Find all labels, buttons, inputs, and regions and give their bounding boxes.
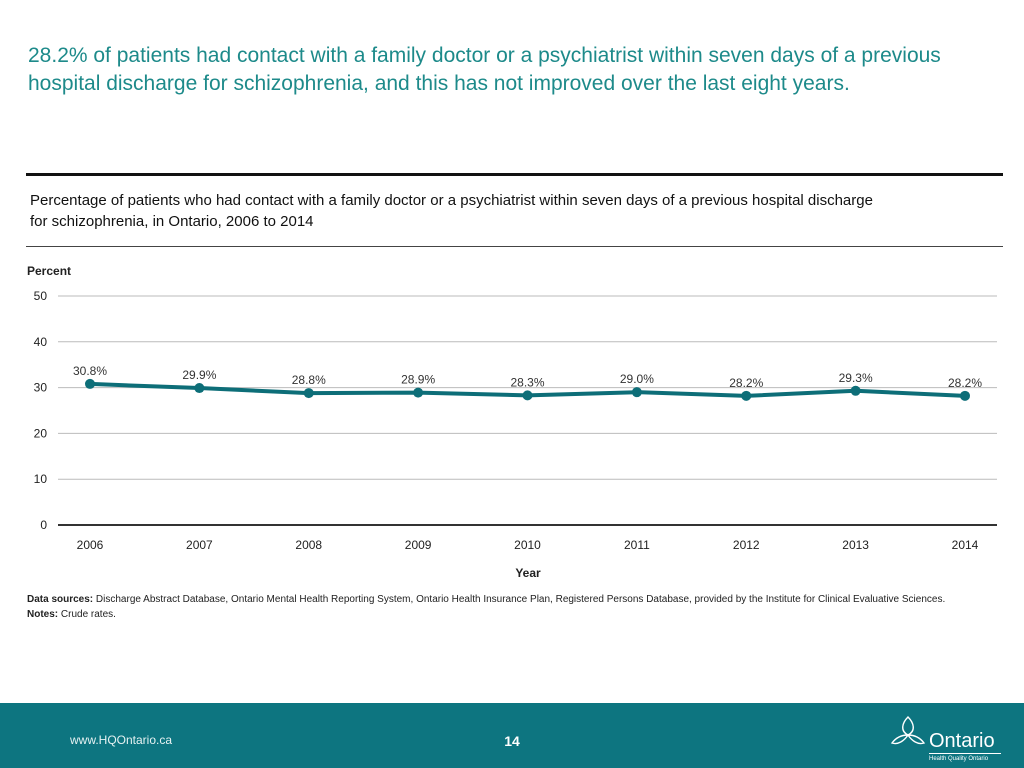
x-tick-label: 2008 <box>295 538 322 552</box>
y-tick-label: 0 <box>40 518 47 532</box>
data-label: 30.8% <box>73 364 107 378</box>
data-label: 28.2% <box>948 376 982 390</box>
x-tick-label: 2007 <box>186 538 213 552</box>
x-tick-label: 2009 <box>405 538 432 552</box>
data-point <box>303 388 314 399</box>
notes-label: Notes: <box>27 609 59 620</box>
data-point <box>631 387 642 398</box>
data-label: 28.2% <box>729 376 763 390</box>
y-tick-label: 30 <box>34 381 48 395</box>
data-sources-line: Data sources: Discharge Abstract Databas… <box>27 592 997 607</box>
x-tick-label: 2013 <box>842 538 869 552</box>
y-tick-label: 10 <box>34 472 48 486</box>
data-label: 28.9% <box>401 373 435 387</box>
data-label: 28.3% <box>510 375 544 389</box>
footer-bar: www.HQOntario.ca 14 Ontario Health Quali… <box>0 703 1024 768</box>
logo-wordmark: Ontario <box>929 730 995 752</box>
data-label: 29.0% <box>620 372 654 386</box>
data-point <box>850 385 861 396</box>
x-tick-label: 2006 <box>77 538 104 552</box>
data-point <box>194 383 205 394</box>
notes-text: Crude rates. <box>58 609 116 620</box>
website-link[interactable]: www.HQOntario.ca <box>70 733 173 747</box>
y-axis-title: Percent <box>27 264 71 278</box>
data-point <box>85 378 95 389</box>
notes-line: Notes: Crude rates. <box>27 607 997 622</box>
line-chart: Percent 0 10 20 30 40 50 2006 2007 2008 2009 2010 20… <box>27 264 997 580</box>
page-number: 14 <box>504 733 520 749</box>
data-sources-text: Discharge Abstract Database, Ontario Men… <box>93 594 946 605</box>
headline: 28.2% of patients had contact with a fam… <box>28 44 941 95</box>
data-point <box>960 390 970 401</box>
divider-thin <box>26 246 1003 247</box>
divider-thick <box>26 173 1003 176</box>
data-point <box>413 387 424 398</box>
data-point <box>522 390 533 401</box>
y-tick-label: 20 <box>34 426 48 440</box>
x-tick-label: 2012 <box>733 538 760 552</box>
x-tick-label: 2011 <box>624 538 650 552</box>
data-point <box>741 390 752 401</box>
x-tick-label: 2010 <box>514 538 541 552</box>
data-sources-label: Data sources: <box>27 594 94 605</box>
logo-rule <box>929 753 1001 754</box>
x-tick-label: 2014 <box>952 538 979 552</box>
trillium-icon <box>890 716 926 745</box>
ontario-logo: Ontario Health Quality Ontario <box>888 711 1006 765</box>
y-tick-label: 50 <box>34 289 48 303</box>
data-label: 29.3% <box>839 371 873 385</box>
data-label: 29.9% <box>182 368 216 382</box>
chart-notes: Data sources: Discharge Abstract Databas… <box>27 592 997 622</box>
y-tick-label: 40 <box>34 335 48 349</box>
chart-title: Percentage of patients who had contact w… <box>30 192 873 230</box>
x-axis-title: Year <box>515 566 541 580</box>
data-label: 28.8% <box>292 373 326 387</box>
logo-tagline: Health Quality Ontario <box>929 756 989 762</box>
